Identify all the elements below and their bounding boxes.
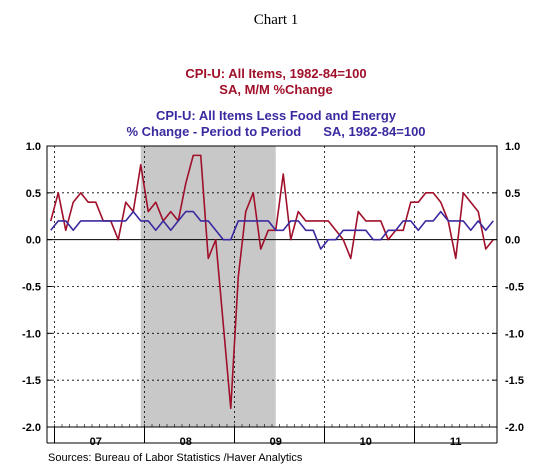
label-layer: 1.0 1.0 0.5 0.5 0.0 0.0 -0.5 -0.5 -1.0 -1.0 -1.5 -1…: [22, 141, 524, 448]
series2-legend-line2b: SA, 1982-84=100: [323, 124, 426, 139]
y-tick-label-left: 0.5: [26, 188, 41, 200]
series1-legend-line2: SA, M/M %Change: [219, 82, 333, 97]
y-tick-label-left: -0.5: [22, 282, 41, 294]
y-tick-label-left: -1.5: [22, 375, 41, 387]
y-tick-label-right: -2.0: [505, 422, 524, 434]
x-tick-label: 11: [450, 436, 462, 448]
y-tick-label-right: -0.5: [505, 282, 524, 294]
series-cpi-core-line: [50, 210, 494, 250]
series2-legend-line2a: % Change - Period to Period: [126, 124, 302, 139]
series2-legend-line2: % Change - Period to Period SA, 1982-84=1…: [0, 124, 552, 140]
x-tick-label: 09: [270, 436, 282, 448]
x-tick-label: 07: [90, 436, 102, 448]
y-tick-label-right: 0.5: [505, 188, 520, 200]
series-cpi-all-items-line: [49, 154, 494, 410]
y-tick-label-left: 1.0: [26, 141, 41, 153]
y-tick-label-right: -1.0: [505, 328, 524, 340]
y-tick-label-right: 0.0: [505, 235, 520, 247]
x-tick-label: 10: [360, 436, 372, 448]
x-tick-label: 08: [180, 436, 192, 448]
series2-legend-line1: CPI-U: All Items Less Food and Energy: [155, 108, 397, 123]
y-tick-label-left: -2.0: [22, 422, 41, 434]
y-tick-label-right: -1.5: [505, 375, 524, 387]
series-layer: [49, 154, 494, 410]
source-note: Sources: Bureau of Labor Statistics /Hav…: [48, 452, 303, 464]
axis-layer: [46, 145, 498, 444]
plot-frame: [46, 145, 498, 428]
series1-legend: CPI-U: All Items, 1982-84=100 SA, M/M %C…: [0, 66, 552, 98]
y-tick-label-right: 1.0: [505, 141, 520, 153]
y-tick-label-left: -1.0: [22, 328, 41, 340]
y-tick-label-left: 0.0: [26, 235, 41, 247]
series2-legend: CPI-U: All Items Less Food and Energy % …: [0, 108, 552, 140]
chart-number: Chart 1: [253, 12, 299, 28]
series1-legend-line1: CPI-U: All Items, 1982-84=100: [185, 66, 367, 81]
